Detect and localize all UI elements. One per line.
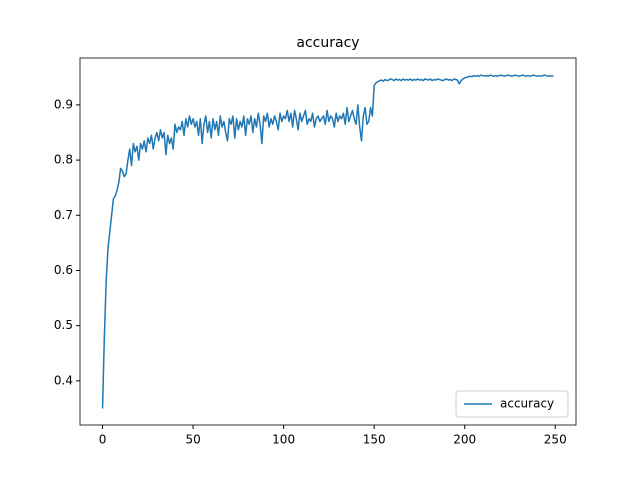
legend-label: accuracy (500, 397, 554, 411)
legend-box (455, 390, 569, 418)
y-tick-label: 0.9 (54, 97, 73, 111)
y-tick-label: 0.7 (54, 208, 73, 222)
data-line (101, 74, 554, 409)
y-tick-label: 0.5 (54, 318, 73, 332)
x-tick-label: 50 (185, 433, 200, 447)
x-tick-label: 200 (453, 433, 476, 447)
x-tick-label: 0 (99, 433, 107, 447)
chart-title: accuracy (296, 35, 359, 51)
y-tick-label: 0.6 (54, 263, 73, 277)
x-tick-label: 100 (272, 433, 295, 447)
x-tick-label: 150 (363, 433, 386, 447)
y-tick-label: 0.4 (54, 373, 73, 387)
x-tick-label: 250 (544, 433, 567, 447)
y-tick-label: 0.8 (54, 153, 73, 167)
axes-frame (79, 57, 577, 426)
